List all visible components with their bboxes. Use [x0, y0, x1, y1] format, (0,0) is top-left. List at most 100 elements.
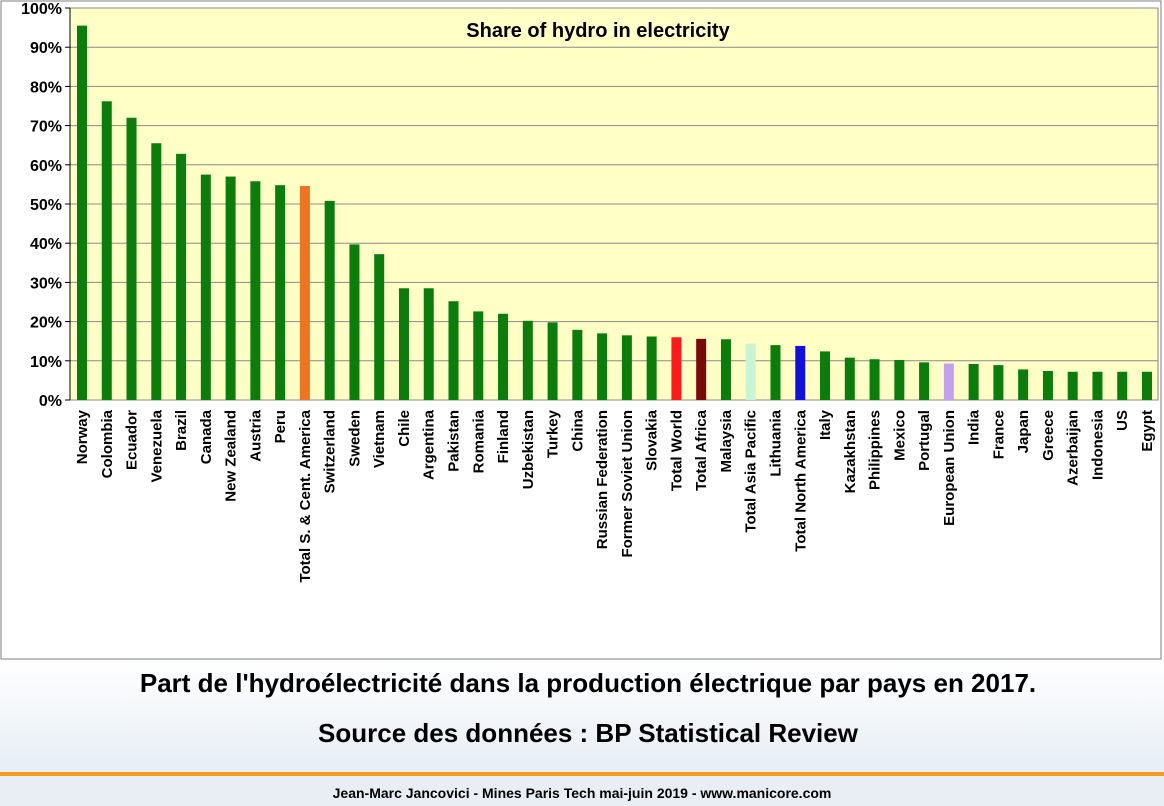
y-tick-label: 60% [30, 158, 62, 175]
category-label: Malaysia [718, 409, 735, 472]
category-label: Azerbaijan [1065, 410, 1082, 486]
bar [943, 363, 954, 400]
category-label: India [966, 409, 983, 445]
category-label: Norway [74, 409, 91, 464]
bar [671, 337, 682, 400]
category-label: Total Africa [693, 409, 710, 491]
bar [745, 343, 756, 400]
bar [423, 288, 434, 400]
bar [176, 153, 187, 400]
y-tick-label: 10% [30, 354, 62, 371]
bar [275, 185, 286, 400]
bar [126, 117, 137, 400]
y-tick-label: 90% [30, 40, 62, 57]
bar [1042, 370, 1053, 400]
bar [498, 313, 509, 400]
bar [720, 339, 731, 400]
caption-line-1: Part de l'hydroélectricité dans la produ… [139, 668, 1037, 698]
y-tick-label: 50% [30, 197, 62, 214]
category-label: Vietnam [371, 410, 388, 468]
category-label: Greece [1040, 410, 1057, 461]
y-axis-ticks: 0% 10% 20% 30% 40% 50% 60% 70% 80% 90% 100% [21, 1, 71, 410]
chart-border [0, 0, 1162, 660]
y-tick-label: 20% [30, 315, 62, 332]
category-label: Ecuador [124, 410, 141, 470]
category-label: China [569, 409, 586, 451]
category-label: Sweden [346, 410, 363, 467]
category-label: Finland [495, 410, 512, 463]
bar [646, 336, 657, 400]
category-label: US [1114, 410, 1131, 431]
y-tick-label: 80% [30, 79, 62, 96]
bar [869, 359, 880, 400]
category-label: France [990, 410, 1007, 459]
bar [151, 143, 162, 401]
footer: Jean-Marc Jancovici - Mines Paris Tech m… [0, 776, 1164, 806]
category-label: Total S. & Cent. America [297, 409, 314, 582]
category-label: Italy [817, 409, 834, 440]
bar [349, 244, 360, 400]
bar [696, 338, 707, 400]
bar [621, 335, 632, 400]
category-label: Venezuela [148, 409, 165, 482]
footer-text: Jean-Marc Jancovici - Mines Paris Tech m… [332, 785, 832, 801]
category-label: Indonesia [1089, 409, 1106, 480]
category-label: Turkey [545, 409, 562, 458]
bar [398, 288, 409, 400]
caption-area: Part de l'hydroélectricité dans la produ… [0, 662, 1164, 772]
bar [1092, 371, 1103, 400]
category-labels: Norway Colombia Ecuador Venezuela Brazil Cana… [74, 409, 1156, 582]
bar [1117, 371, 1128, 400]
category-label: Total Asia Pacific [743, 410, 760, 533]
category-label: Japan [1015, 410, 1032, 453]
category-label: Lithuania [767, 409, 784, 476]
bar [795, 345, 806, 400]
footer-rule [0, 772, 1164, 776]
bar [919, 362, 930, 400]
category-label: Egypt [1139, 410, 1156, 452]
category-label: Total North America [792, 409, 809, 551]
category-label: Switzerland [322, 410, 339, 493]
category-label: Philippines [867, 410, 884, 490]
chart-frame: 0% 10% 20% 30% 40% 50% 60% 70% 80% 90% 100% Norway… [0, 0, 1162, 660]
bar [1067, 371, 1078, 400]
y-tick-label: 40% [30, 236, 62, 253]
bar [250, 181, 261, 400]
caption-line-2: Source des données : BP Statistical Revi… [318, 718, 858, 748]
category-label: Peru [272, 410, 289, 443]
category-label: Pakistan [446, 410, 463, 472]
category-label: Kazakhstan [842, 410, 859, 493]
category-label: Canada [198, 409, 215, 464]
bar [844, 357, 855, 400]
category-label: Former Soviet Union [619, 410, 636, 558]
hydro-share-chart: 0% 10% 20% 30% 40% 50% 60% 70% 80% 90% 100% Norway… [0, 0, 1162, 660]
bar [820, 351, 831, 400]
bar [968, 363, 979, 400]
category-label: Portugal [916, 410, 933, 471]
bar [200, 174, 211, 400]
bar [324, 200, 335, 400]
y-tick-label: 30% [30, 275, 62, 292]
category-label: Colombia [99, 409, 116, 478]
bar [547, 322, 558, 400]
y-tick-label: 100% [21, 1, 62, 18]
bar [77, 25, 87, 400]
category-label: Russian Federation [594, 410, 611, 549]
category-label: Brazil [173, 410, 190, 451]
bars [77, 25, 1152, 401]
y-tick-label: 0% [39, 393, 62, 410]
category-label: Uzbekistan [520, 410, 537, 489]
category-label: New Zealand [223, 410, 240, 502]
chart-title: Share of hydro in electricity [466, 20, 730, 42]
bar [101, 101, 112, 401]
bar [225, 176, 236, 400]
bar [894, 360, 905, 400]
y-tick-label: 70% [30, 119, 62, 136]
bar [522, 320, 533, 400]
bar [299, 185, 310, 400]
bar [1018, 369, 1029, 400]
bar [770, 345, 781, 400]
bar [473, 311, 484, 400]
category-label: Mexico [891, 410, 908, 461]
category-label: Chile [396, 410, 413, 447]
